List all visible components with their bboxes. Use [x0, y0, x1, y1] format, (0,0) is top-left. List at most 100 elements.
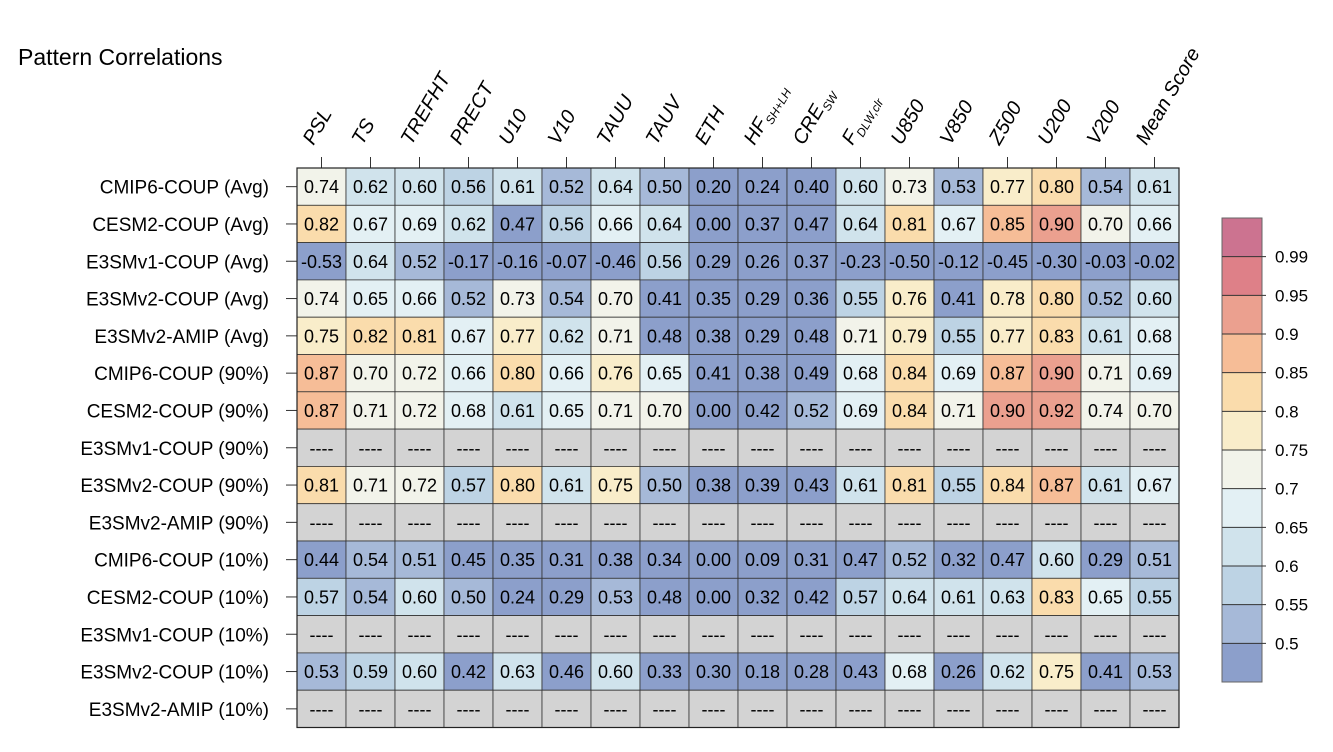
cell-value: 0.64	[598, 177, 633, 197]
heatmap-cell	[835, 577, 886, 616]
cell-value: 0.26	[941, 662, 976, 682]
cell-value: 0.00	[696, 401, 731, 421]
cell-value: 0.53	[1137, 662, 1172, 682]
row-label: E3SMv1-COUP (Avg)	[86, 252, 269, 273]
cell-value: 0.46	[549, 662, 584, 682]
heatmap-cell	[639, 204, 690, 244]
cell-value: ----	[359, 513, 383, 533]
heatmap-cell	[1129, 279, 1180, 318]
cell-value: 0.60	[402, 587, 437, 607]
colorbar-segment	[1222, 604, 1262, 644]
heatmap-cell	[443, 577, 494, 616]
cell-value: 0.61	[1137, 177, 1172, 197]
cell-value: 0.52	[892, 550, 927, 570]
cell-value: 0.85	[990, 214, 1025, 234]
colorbar-segment	[1222, 450, 1262, 489]
cell-value: -0.07	[546, 252, 587, 272]
heatmap-cell	[982, 540, 1033, 579]
heatmap-cell	[835, 689, 886, 728]
heatmap-cell	[590, 689, 641, 728]
cell-value: 0.53	[598, 587, 633, 607]
cell-value: ----	[1094, 438, 1118, 458]
colorbar-label: 0.5	[1275, 634, 1299, 653]
cell-value: 0.51	[402, 550, 437, 570]
cell-value: 0.18	[745, 662, 780, 682]
cell-value: 0.61	[1088, 326, 1123, 346]
heatmap-cell	[786, 391, 837, 430]
cell-value: ----	[604, 699, 628, 719]
cell-value: 0.52	[549, 177, 584, 197]
colorbar-label: 0.75	[1275, 441, 1308, 460]
cell-value: 0.32	[941, 550, 976, 570]
cell-value: ----	[702, 625, 726, 645]
cell-value: 0.48	[647, 326, 682, 346]
cell-value: 0.81	[402, 326, 437, 346]
heatmap-cell	[933, 279, 984, 318]
cell-value: 0.71	[941, 401, 976, 421]
cell-value: ----	[604, 513, 628, 533]
row-label: CESM2-COUP (90%)	[87, 401, 269, 422]
cell-value: 0.70	[647, 401, 682, 421]
row-label: CMIP6-COUP (10%)	[94, 551, 269, 572]
cell-value: 0.38	[598, 550, 633, 570]
cell-value: 0.50	[647, 476, 682, 496]
heatmap-cell	[688, 615, 739, 654]
heatmap-cell	[492, 465, 543, 505]
cell-value: -0.53	[301, 252, 342, 272]
heatmap-cell	[933, 204, 984, 244]
cell-value: ----	[555, 513, 579, 533]
cell-value: 0.84	[892, 364, 927, 384]
cell-value: 0.50	[647, 177, 682, 197]
cell-value: 0.64	[353, 252, 388, 272]
colorbar-label: 0.65	[1275, 518, 1308, 537]
cell-value: 0.51	[1137, 550, 1172, 570]
column-label: ETH	[691, 102, 730, 148]
heatmap-cell	[835, 391, 886, 430]
column-label-base: U850	[887, 96, 930, 148]
colorbar-label: 0.8	[1275, 402, 1299, 421]
cell-value: 0.72	[402, 476, 437, 496]
cell-value: -0.16	[497, 252, 538, 272]
cell-value: 0.54	[549, 289, 584, 309]
heatmap-cell	[541, 428, 592, 467]
row-labels: CMIP6-COUP (Avg) CESM2-COUP (Avg) E3SMv1-C…	[80, 178, 297, 721]
column-label-subscript: SH+LH	[763, 86, 795, 127]
heatmap-cell	[1129, 503, 1180, 542]
heatmap-cell	[1129, 615, 1180, 654]
heatmap-cell	[443, 652, 494, 691]
cell-value: 0.52	[794, 401, 829, 421]
cell-value: 0.79	[892, 326, 927, 346]
heatmap-cell	[1129, 204, 1180, 244]
column-label: PRECT	[446, 77, 500, 148]
cell-value: 0.61	[1088, 476, 1123, 496]
cell-value: 0.92	[1039, 401, 1074, 421]
cell-value: 0.31	[549, 550, 584, 570]
cell-value: 0.68	[1137, 326, 1172, 346]
heatmap-cell	[639, 242, 690, 281]
cell-value: ----	[996, 625, 1020, 645]
cell-value: 0.29	[696, 252, 731, 272]
heatmap-cell	[590, 204, 641, 244]
heatmap-cell	[835, 204, 886, 244]
colorbar-segment	[1222, 527, 1262, 566]
cell-value: 0.87	[990, 364, 1025, 384]
heatmap-cell	[835, 652, 886, 691]
cell-value: 0.77	[500, 326, 535, 346]
heatmap-cell	[737, 689, 788, 728]
cell-value: -0.45	[987, 252, 1028, 272]
row-label: E3SMv2-COUP (90%)	[80, 476, 269, 497]
heatmap-cell	[1031, 167, 1082, 206]
heatmap-cell	[443, 167, 494, 206]
cell-value: ----	[849, 699, 873, 719]
row-label: E3SMv2-AMIP (Avg)	[94, 327, 269, 348]
cell-value: 0.54	[353, 587, 388, 607]
column-label-group: TAUV	[642, 91, 688, 148]
heatmap-cell	[345, 279, 396, 318]
cell-value: 0.72	[402, 401, 437, 421]
heatmap-cell	[737, 503, 788, 542]
cell-value: ----	[947, 513, 971, 533]
cell-value: 0.55	[941, 326, 976, 346]
heatmap-cell	[1031, 391, 1082, 430]
cell-value: 0.66	[549, 364, 584, 384]
